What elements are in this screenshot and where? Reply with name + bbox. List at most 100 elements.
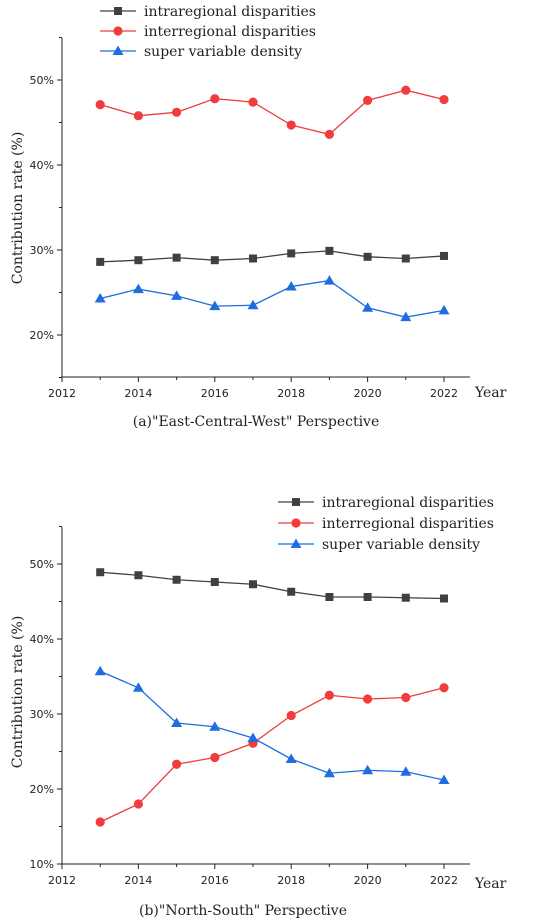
x-tick-label: 2014 (124, 387, 152, 400)
chart-caption: (b)"North-South" Perspective (139, 903, 347, 919)
data-point (401, 254, 410, 263)
data-point (172, 107, 182, 117)
y-axis-title: Contribution rate (%) (10, 132, 26, 285)
data-point (134, 571, 143, 580)
data-point (400, 311, 412, 322)
chart-b: 2012 2014 2016 2018 2020 2022 10% 20% 30% 40% 50% Y… (10, 495, 507, 919)
data-point (132, 283, 144, 294)
data-point (286, 710, 296, 721)
data-point (209, 300, 221, 311)
data-point (363, 694, 373, 704)
legend-marker (113, 26, 123, 36)
data-point (440, 594, 448, 603)
y-tick-label: 30% (30, 244, 54, 257)
data-point (171, 717, 183, 727)
data-point (132, 682, 144, 692)
data-point (96, 568, 105, 577)
series-line (99, 670, 445, 781)
data-point (324, 129, 334, 139)
data-point (438, 304, 450, 315)
y-tick-label: 20% (30, 329, 54, 342)
x-tick-label: 2012 (48, 387, 76, 400)
data-point (172, 253, 181, 262)
series-triangle (94, 275, 450, 322)
data-point (247, 732, 259, 742)
data-point (210, 752, 220, 763)
legend-marker (292, 498, 300, 506)
data-point (325, 593, 334, 601)
x-tick-label: 2022 (430, 387, 458, 400)
data-point (362, 302, 374, 312)
legend-entry: super variable density (144, 44, 302, 60)
legend-entry: intraregional disparities (144, 4, 316, 20)
data-point (401, 85, 411, 95)
x-axis-title: Year (474, 385, 507, 401)
y-tick-label: 30% (30, 708, 54, 721)
data-point (248, 97, 258, 107)
data-point (172, 759, 182, 769)
data-point (323, 275, 335, 285)
y-tick-label: 50% (30, 74, 54, 87)
data-point (439, 683, 449, 693)
data-point (134, 256, 143, 265)
series-circle (95, 683, 449, 827)
x-tick-label: 2022 (430, 874, 458, 887)
data-point (96, 257, 105, 266)
legend-marker (114, 7, 122, 15)
data-point (285, 281, 297, 291)
data-point (249, 254, 257, 263)
data-point (287, 249, 296, 258)
chart-a: 2012 2014 2016 2018 2020 2022 20% 30% 40% 50% Year… (10, 4, 507, 430)
data-point (247, 299, 259, 310)
data-point (209, 721, 221, 731)
data-point (440, 251, 448, 260)
x-tick-label: 2014 (124, 874, 152, 887)
y-tick-label: 20% (30, 783, 54, 796)
legend-entry: interregional disparities (322, 516, 494, 532)
series-line (100, 571, 445, 600)
data-point (325, 246, 334, 255)
y-tick-label: 50% (30, 558, 54, 571)
data-point (287, 587, 296, 596)
data-point (133, 111, 143, 121)
series-line (100, 89, 445, 136)
series-line (100, 250, 445, 263)
data-point (438, 774, 450, 784)
data-point (286, 120, 296, 130)
data-point (95, 817, 105, 827)
series-square (96, 568, 448, 603)
series-triangle (94, 665, 450, 784)
series-line (99, 687, 445, 823)
x-tick-label: 2018 (277, 387, 305, 400)
x-tick-label: 2018 (277, 874, 305, 887)
series-line (100, 279, 445, 318)
legend-entry: intraregional disparities (322, 495, 494, 511)
data-point (95, 100, 105, 110)
y-tick-label: 10% (30, 858, 54, 871)
series-square (96, 246, 448, 266)
data-point (400, 766, 412, 776)
x-tick-label: 2016 (201, 387, 229, 400)
legend-marker (112, 45, 124, 55)
data-point (210, 94, 220, 104)
data-point (363, 252, 372, 261)
data-point (249, 580, 257, 589)
data-point (210, 578, 219, 586)
data-point (171, 290, 183, 300)
data-point (323, 767, 335, 778)
data-point (362, 764, 374, 775)
y-tick-label: 40% (30, 633, 54, 646)
data-point (324, 690, 334, 700)
legend-entry: interregional disparities (144, 24, 316, 40)
data-point (133, 799, 143, 809)
data-point (172, 575, 181, 584)
data-point (94, 292, 106, 303)
x-axis-title: Year (474, 876, 507, 892)
x-tick-label: 2020 (354, 387, 382, 400)
x-tick-label: 2012 (48, 874, 76, 887)
data-point (401, 593, 410, 602)
x-tick-label: 2016 (201, 874, 229, 887)
data-point (210, 256, 219, 265)
data-point (439, 94, 449, 105)
